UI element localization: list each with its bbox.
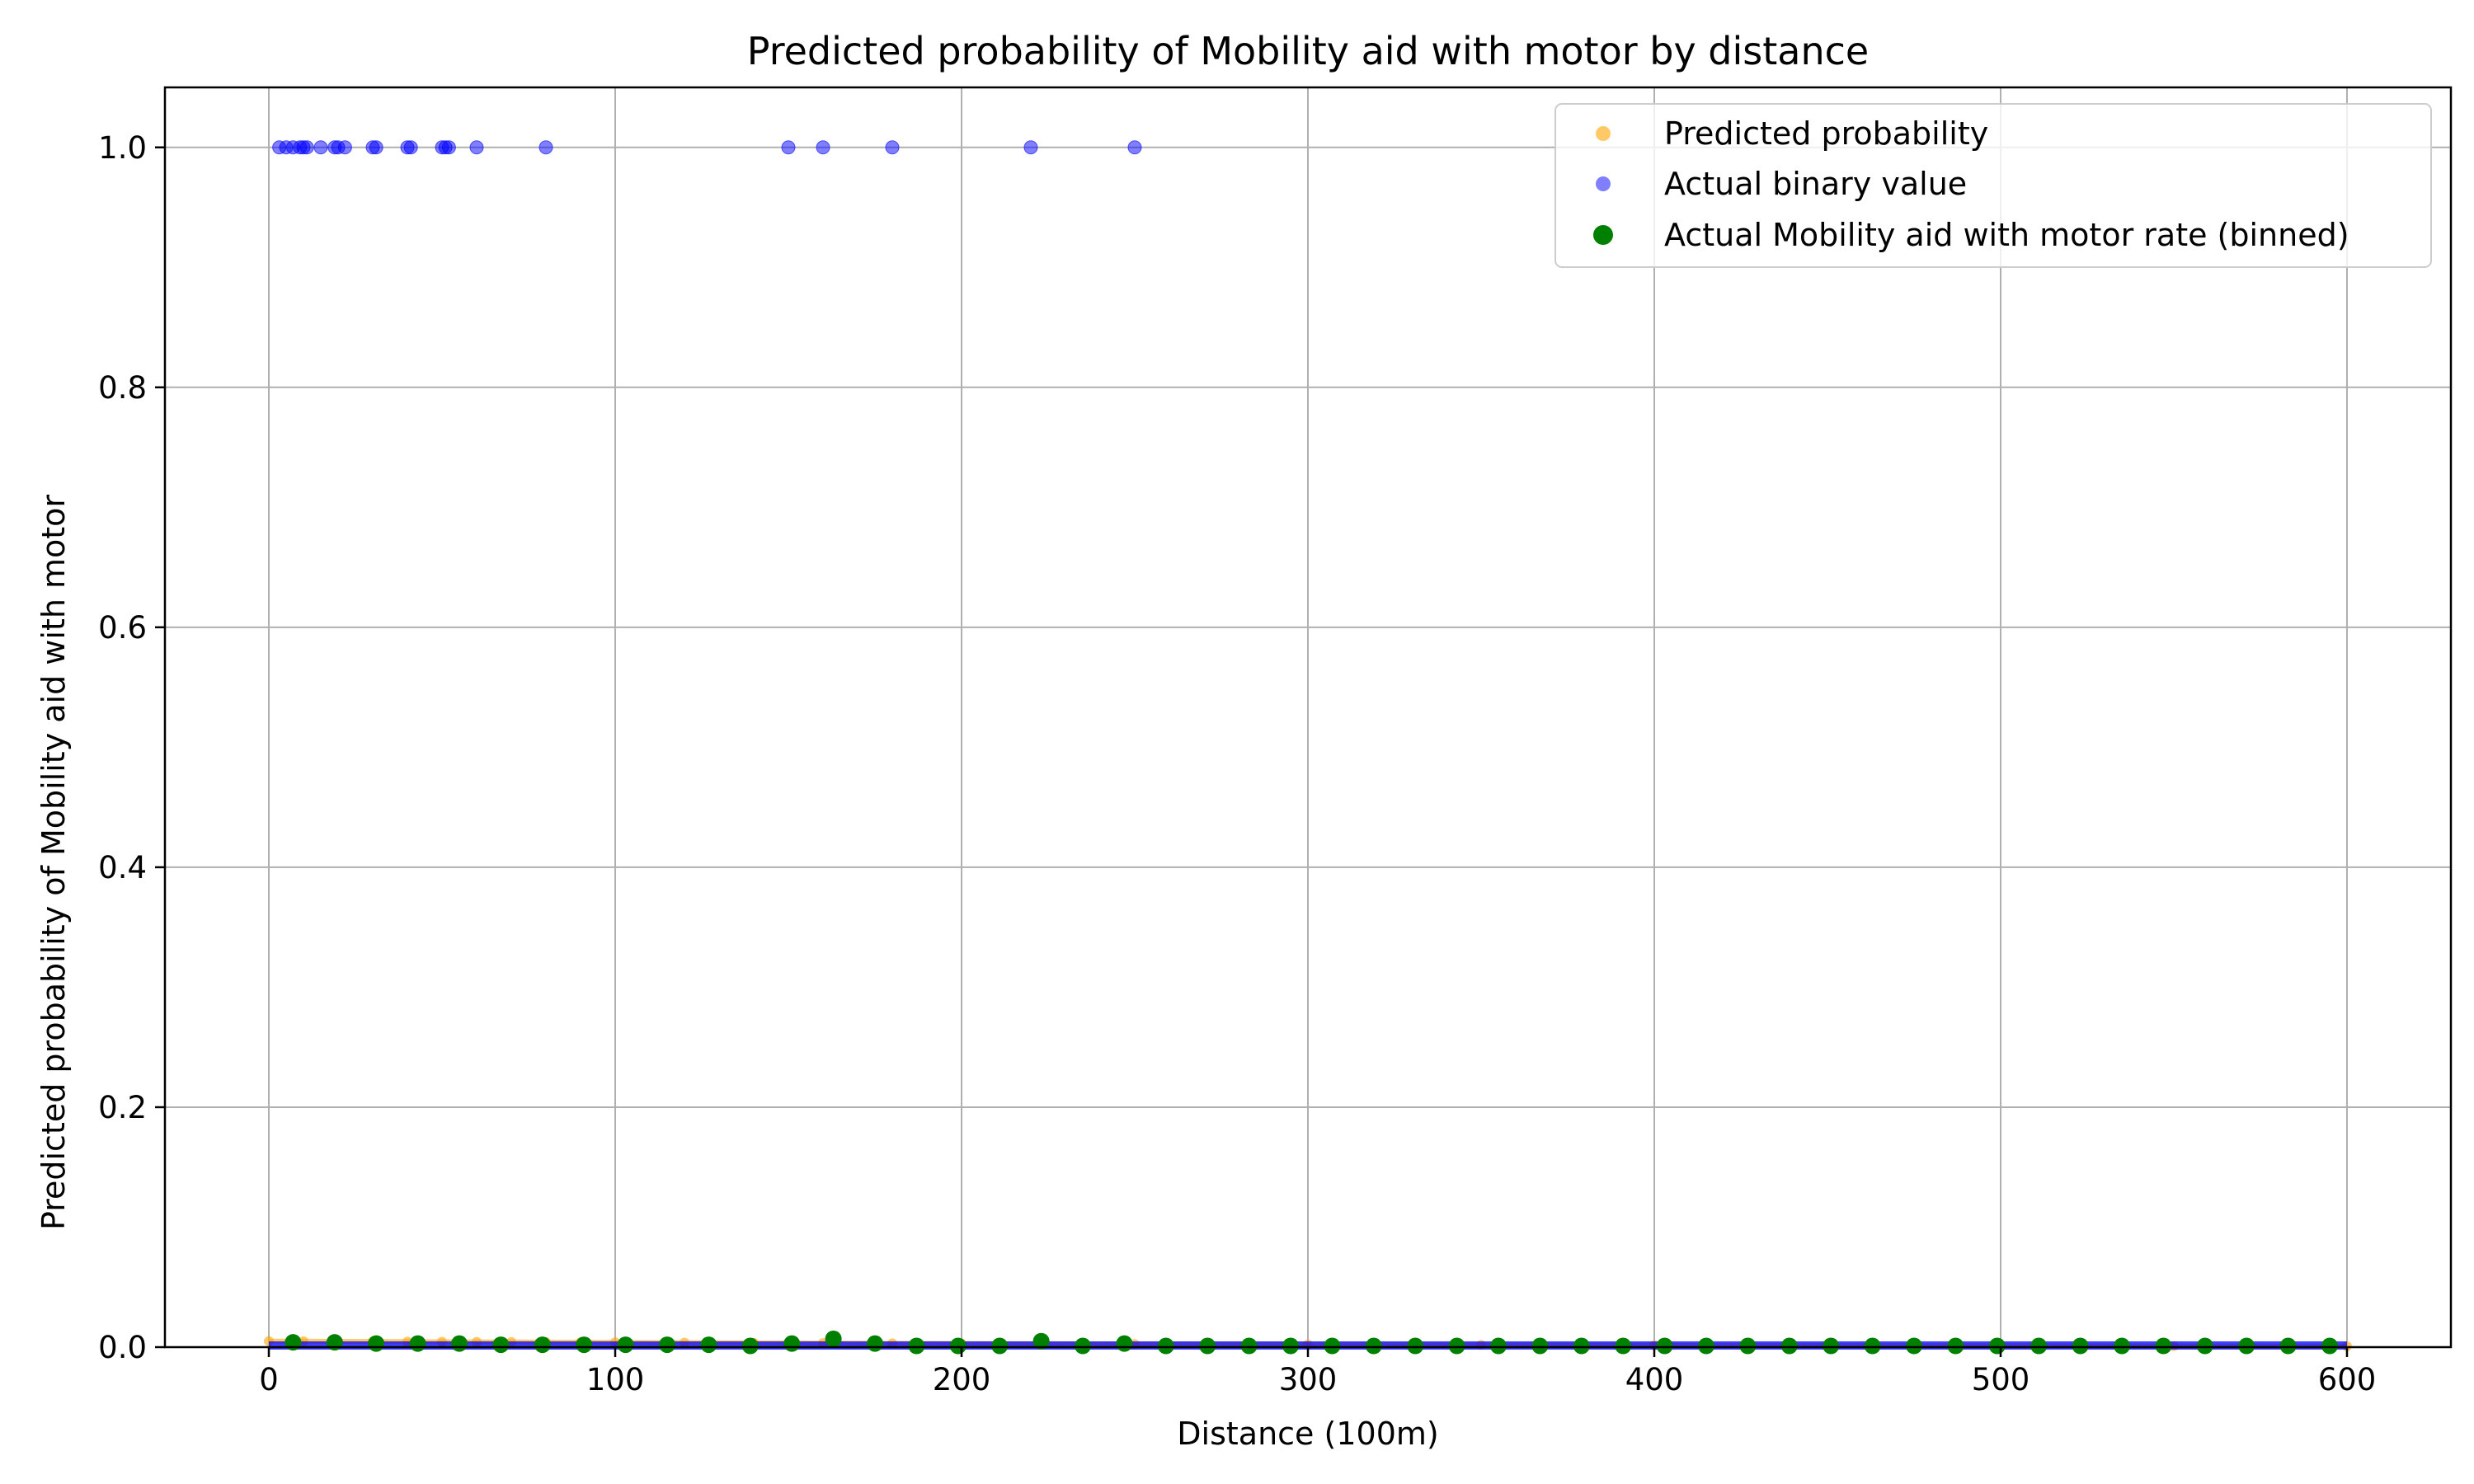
binned-rate-point — [741, 1337, 759, 1355]
actual-binary-point — [403, 140, 418, 155]
binned-rate-point — [991, 1337, 1009, 1355]
binned-rate-point — [2196, 1337, 2213, 1355]
actual-binary-point — [816, 140, 830, 155]
legend-label-binned-rate: Actual Mobility aid with motor rate (bin… — [1664, 217, 2349, 253]
legend-label-actual-binary-value: Actual binary value — [1664, 166, 1967, 202]
binned-rate-point — [1531, 1337, 1549, 1355]
actual-binary-point — [781, 140, 796, 155]
binned-rate-point — [1947, 1337, 1964, 1355]
y-tick-label: 0.4 — [98, 850, 147, 885]
binned-rate-point — [1116, 1335, 1133, 1352]
actual-binary-point — [885, 140, 900, 155]
y-tick-label: 0.2 — [98, 1090, 147, 1125]
binned-rate-point — [2030, 1337, 2048, 1355]
binned-rate-point — [1823, 1337, 1840, 1355]
binned-rate-point — [825, 1330, 842, 1347]
legend-marker-actual-binary-value — [1596, 176, 1611, 191]
binned-rate-point — [1324, 1337, 1341, 1355]
binned-rate-point — [409, 1335, 426, 1352]
binned-rate-point — [1490, 1337, 1507, 1355]
binned-rate-point — [1906, 1337, 1922, 1355]
binned-rate-point — [2114, 1337, 2130, 1355]
x-tick-label: 200 — [933, 1362, 991, 1397]
binned-rate-point — [1988, 1337, 2006, 1355]
binned-rate-point — [2072, 1337, 2089, 1355]
binned-rate-point — [1075, 1337, 1091, 1355]
x-tick-label: 0 — [259, 1362, 279, 1397]
axis-ticks: 0 100 200 300 400 500 600 0.0 0.2 0.4 0.6 0.8 1.0 — [98, 130, 2376, 1397]
binned-rate-point — [949, 1337, 967, 1355]
binned-rate-point — [1780, 1337, 1798, 1355]
y-tick-label: 0.0 — [98, 1330, 147, 1365]
binned-rate-point — [1365, 1337, 1382, 1355]
legend-frame — [1554, 103, 2432, 268]
actual-binary-point — [469, 140, 484, 155]
binned-rate-point — [1864, 1337, 1881, 1355]
actual-binary-point — [441, 140, 456, 155]
y-tick-label: 0.6 — [98, 610, 147, 646]
x-tick-label: 100 — [586, 1362, 645, 1397]
binned-rate-point — [576, 1336, 593, 1354]
binned-rate-point — [1448, 1337, 1465, 1355]
chart-title: Predicted probability of Mobility aid wi… — [747, 29, 1869, 73]
legend-marker-predicted-probability — [1596, 126, 1611, 141]
binned-rate-point — [2155, 1337, 2172, 1355]
actual-binary-point — [539, 140, 553, 155]
actual-binary-point — [313, 140, 328, 155]
x-tick-label: 400 — [1625, 1362, 1684, 1397]
binned-rate-point — [2321, 1337, 2338, 1355]
actual-binary-point — [369, 140, 383, 155]
x-tick-label: 600 — [2318, 1362, 2377, 1397]
actual-binary-point — [337, 140, 352, 155]
x-axis-label: Distance (100m) — [1177, 1416, 1438, 1452]
binned-rate-point — [1698, 1337, 1714, 1355]
binned-rate-point — [1407, 1337, 1424, 1355]
binned-rate-point — [2238, 1337, 2255, 1355]
binned-rate-point — [1615, 1337, 1632, 1355]
binned-rate-point — [1739, 1337, 1757, 1355]
actual-binary-point — [299, 140, 314, 155]
legend: Predicted probability Actual binary valu… — [1554, 103, 2432, 268]
binned-rate-point — [1157, 1337, 1174, 1355]
binned-rate-point — [534, 1336, 551, 1354]
binned-rate-point — [1282, 1337, 1299, 1355]
binned-rate-point — [368, 1335, 385, 1352]
actual-binary-point — [1127, 140, 1142, 155]
binned-rate-point — [1240, 1337, 1258, 1355]
binned-rate-point — [1656, 1337, 1673, 1355]
legend-label-predicted-probability: Predicted probability — [1664, 115, 1988, 152]
binned-rate-point — [1032, 1332, 1050, 1350]
binned-rate-point — [451, 1335, 468, 1352]
actual-binary-point — [1023, 140, 1038, 155]
y-tick-label: 1.0 — [98, 130, 147, 166]
legend-marker-binned-rate — [1593, 225, 1613, 245]
binned-rate-point — [867, 1335, 883, 1352]
x-tick-label: 500 — [1972, 1362, 2030, 1397]
binned-rate-point — [908, 1337, 925, 1355]
y-axis-label: Predicted probability of Mobility aid wi… — [35, 495, 72, 1230]
binned-rate-point — [700, 1336, 717, 1354]
binned-rate-point — [1199, 1337, 1216, 1355]
binned-rate-point — [659, 1336, 675, 1354]
y-tick-label: 0.8 — [98, 370, 147, 406]
binned-rate-point — [1573, 1337, 1590, 1355]
binned-rate-point — [492, 1336, 510, 1354]
binned-rate-point — [783, 1335, 801, 1352]
x-tick-label: 300 — [1279, 1362, 1338, 1397]
binned-rate-point — [617, 1336, 634, 1354]
binned-rate-point — [2279, 1337, 2297, 1355]
